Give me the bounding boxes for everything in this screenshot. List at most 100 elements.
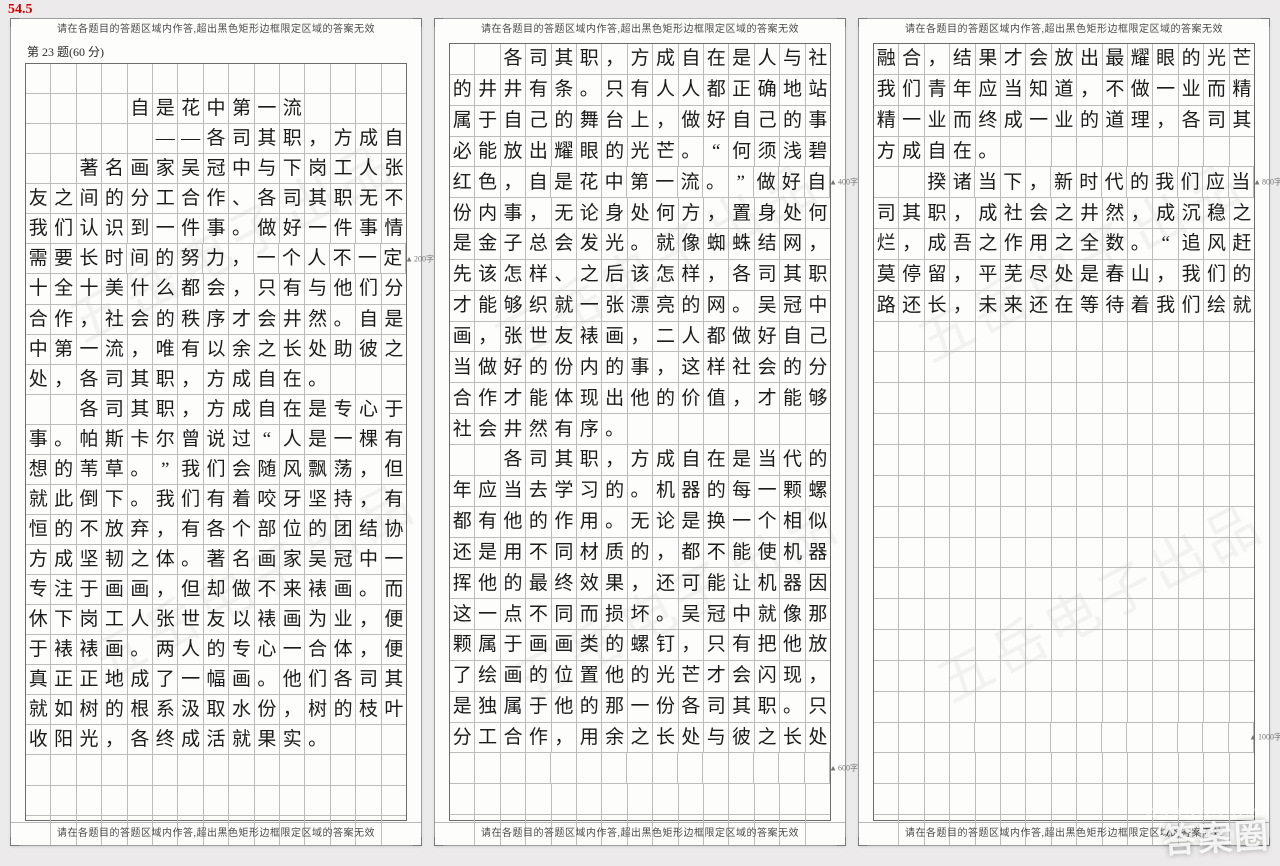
grid-cell: 作 bbox=[552, 507, 577, 537]
grid-cell: 做 bbox=[475, 352, 500, 382]
grid-cell bbox=[1179, 445, 1204, 475]
grid-cell: 都 bbox=[178, 274, 203, 303]
grid-cell: 才 bbox=[450, 291, 475, 321]
grid-cell bbox=[1128, 383, 1153, 413]
grid-cell: 点 bbox=[501, 599, 526, 629]
grid-cell bbox=[255, 755, 280, 784]
grid-cell: 的 bbox=[602, 137, 627, 167]
grid-cell: 须 bbox=[755, 137, 780, 167]
grid-row: ——各司其职，方成自 bbox=[26, 124, 406, 154]
grid-cell: 因 bbox=[806, 568, 830, 598]
grid-cell bbox=[950, 445, 975, 475]
grid-cell: 结 bbox=[356, 515, 381, 544]
grid-cell: 分 bbox=[450, 723, 475, 753]
grid-cell: 自 bbox=[382, 124, 406, 153]
grid-cell bbox=[975, 723, 1000, 753]
grid-cell: ， bbox=[1128, 198, 1153, 228]
grid-cell: 。 bbox=[780, 692, 805, 722]
grid-cell: 之 bbox=[628, 723, 653, 753]
grid-cell: 各 bbox=[729, 260, 754, 290]
grid-cell: 事 bbox=[628, 352, 653, 382]
grid-cell: 一 bbox=[305, 214, 330, 243]
grid-cell bbox=[1052, 445, 1077, 475]
grid-row: 就此倒下。我们有着咬牙坚持，有 bbox=[26, 485, 406, 515]
grid-row: 我们青年应当知道，不做一业而精 bbox=[874, 75, 1254, 106]
grid-cell bbox=[899, 784, 924, 814]
grid-cell: 流 bbox=[102, 335, 127, 364]
grid-cell: 。 bbox=[128, 455, 153, 484]
grid-cell: 还 bbox=[899, 291, 924, 321]
grid-cell bbox=[102, 786, 127, 815]
grid-cell: 样 bbox=[526, 260, 551, 290]
grid-cell: 正 bbox=[729, 75, 754, 105]
grid-cell: 方 bbox=[26, 545, 51, 574]
grid-row bbox=[874, 599, 1254, 630]
grid-cell: 尔 bbox=[153, 425, 178, 454]
grid-cell: 风 bbox=[1204, 229, 1229, 259]
grid-cell: 结 bbox=[755, 229, 780, 259]
grid-row bbox=[874, 476, 1254, 507]
grid-cell bbox=[602, 784, 627, 814]
grid-cell: 上 bbox=[628, 106, 653, 136]
grid-cell: 与 bbox=[255, 154, 280, 183]
grid-cell: 内 bbox=[577, 352, 602, 382]
grid-cell: 能 bbox=[729, 538, 754, 568]
grid-row bbox=[874, 322, 1254, 353]
grid-cell: 。 bbox=[229, 214, 254, 243]
grid-cell bbox=[204, 786, 229, 815]
grid-cell: 与 bbox=[780, 44, 805, 74]
grid-cell: 中 bbox=[602, 167, 627, 197]
grid-cell bbox=[874, 630, 899, 660]
grid-cell: 。 bbox=[602, 414, 627, 444]
grid-cell: 吴 bbox=[755, 291, 780, 321]
grid-cell: 而 bbox=[1204, 75, 1229, 105]
grid-cell bbox=[976, 322, 1001, 352]
grid-cell bbox=[128, 64, 153, 93]
grid-cell: 把 bbox=[755, 630, 780, 660]
grid-cell: 弃 bbox=[128, 515, 153, 544]
grid-cell bbox=[1001, 753, 1026, 783]
char-count-mark: 200字 bbox=[405, 253, 434, 264]
grid-cell bbox=[1128, 137, 1153, 167]
grid-cell bbox=[950, 322, 975, 352]
grid-cell: 个 bbox=[755, 507, 780, 537]
answer-sheet: 请在各题目的答题区域内作答,超出黑色矩形边框限定区域的答案无效 第 23 题(6… bbox=[0, 0, 1280, 856]
grid-cell: 合 bbox=[899, 44, 924, 74]
grid-cell bbox=[1179, 476, 1204, 506]
grid-cell: 随 bbox=[255, 455, 280, 484]
grid-cell: 自 bbox=[805, 167, 830, 197]
grid-cell: 合 bbox=[305, 635, 330, 664]
grid-cell: 各 bbox=[1179, 106, 1204, 136]
grid-cell bbox=[77, 786, 102, 815]
grid-cell: 螺 bbox=[628, 630, 653, 660]
grid-cell: 们 bbox=[1204, 260, 1229, 290]
grid-cell: 不 bbox=[526, 599, 551, 629]
grid-cell: 无 bbox=[552, 198, 577, 228]
grid-cell: 的 bbox=[602, 352, 627, 382]
grid-cell bbox=[1204, 692, 1229, 722]
grid-cell bbox=[899, 630, 924, 660]
grid-cell: 同 bbox=[552, 538, 577, 568]
grid-cell: 世 bbox=[526, 322, 551, 352]
grid-cell: 体 bbox=[552, 383, 577, 413]
grid-cell: 职 bbox=[925, 198, 950, 228]
grid-row: 画，张世友裱画，二人都做好自己 bbox=[450, 322, 830, 353]
grid-cell: 置 bbox=[729, 198, 754, 228]
grid-cell bbox=[1128, 630, 1153, 660]
grid-cell: 能 bbox=[475, 137, 500, 167]
grid-row: 恒的不放弃，有各个部位的团结协 bbox=[26, 515, 406, 545]
grid-cell: 各 bbox=[501, 445, 526, 475]
grid-cell: ， bbox=[628, 322, 653, 352]
grid-row: 真正正地成了一幅画。他们各司其 bbox=[26, 665, 406, 695]
char-count-mark: 400字 bbox=[829, 177, 858, 188]
grid-cell: 闪 bbox=[755, 661, 780, 691]
grid-cell: 一 bbox=[653, 167, 678, 197]
grid-cell bbox=[1153, 692, 1178, 722]
grid-cell: 真 bbox=[26, 665, 51, 694]
grid-cell: 先 bbox=[450, 260, 475, 290]
grid-cell: 业 bbox=[925, 106, 950, 136]
grid-cell bbox=[577, 784, 602, 814]
grid-cell bbox=[280, 786, 305, 815]
grid-cell: 蜘 bbox=[704, 229, 729, 259]
grid-cell bbox=[204, 755, 229, 784]
